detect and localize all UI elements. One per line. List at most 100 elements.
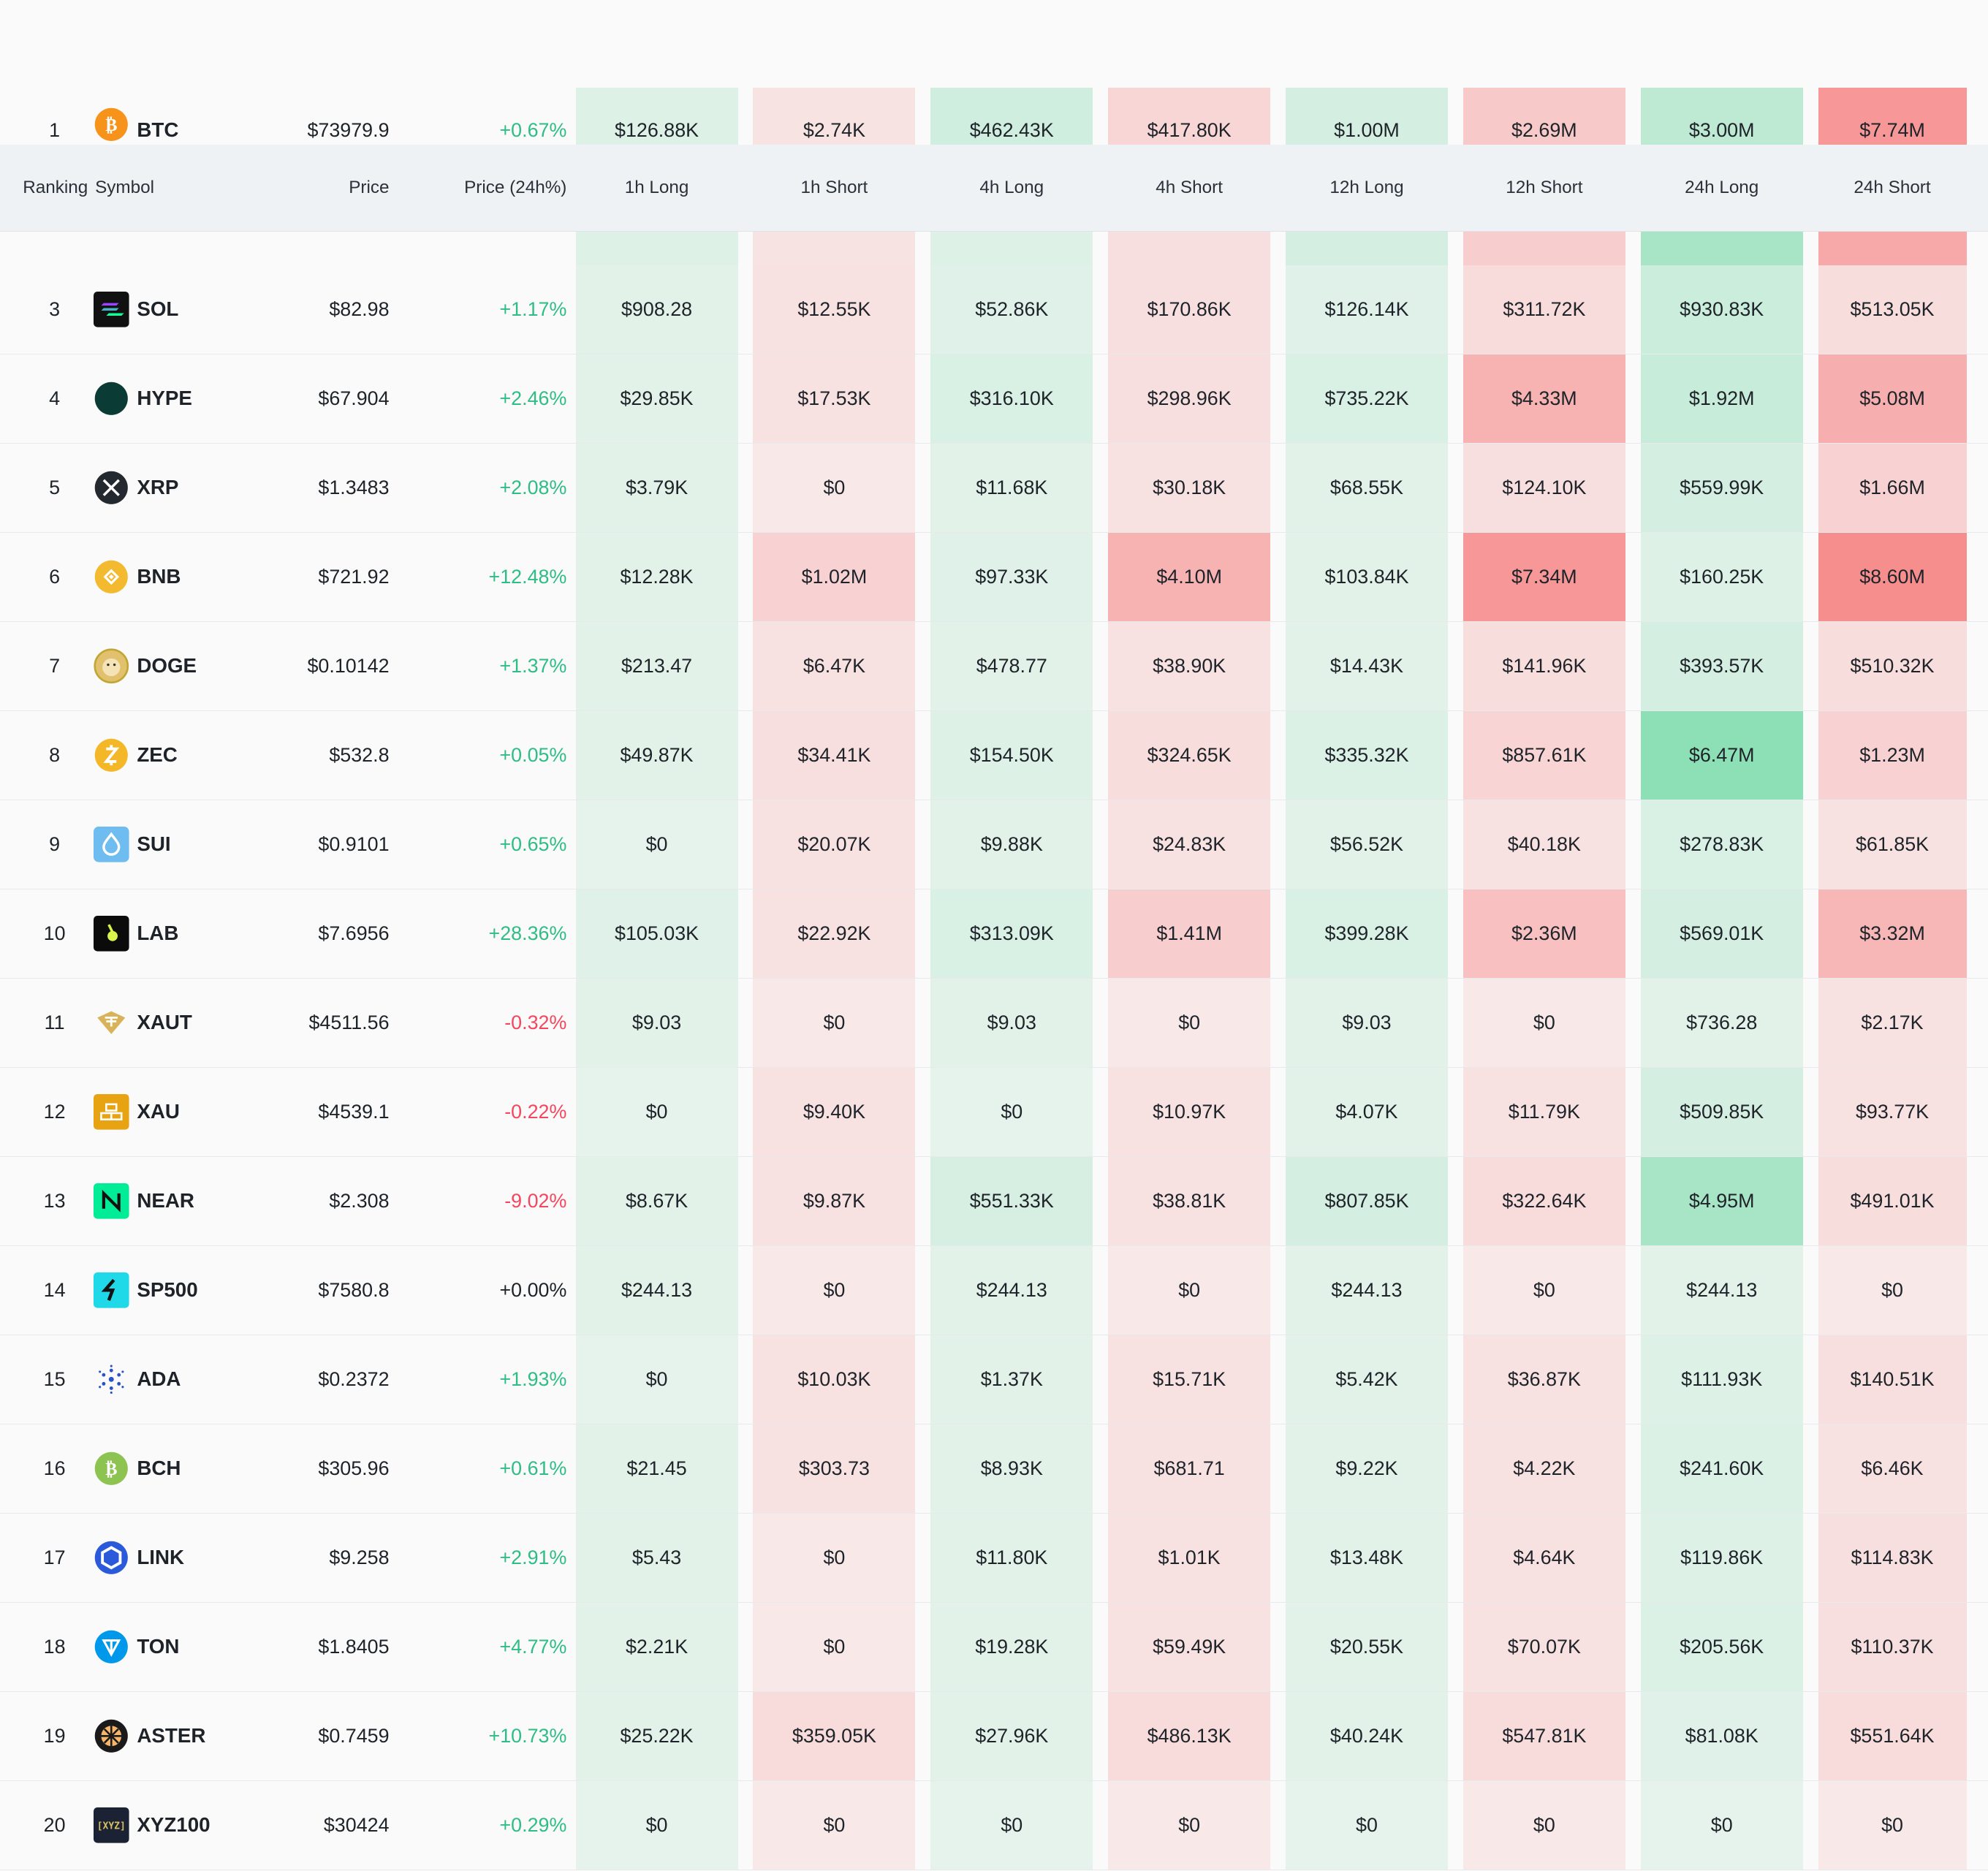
liq-24h-long-cell: $6.47M <box>1640 710 1803 800</box>
table-row[interactable]: 13 NEAR $2.308 -9.02% $8.67K $9.87K $551.33K $3… <box>0 1156 1988 1246</box>
symbol-cell[interactable]: ₿ BCH <box>94 1424 284 1513</box>
table-row[interactable]: 19 ASTER $0.7459 +10.73% $25.22K $359.05K $27.… <box>0 1691 1988 1781</box>
header-12h-long[interactable]: 12h Long <box>1329 177 1404 197</box>
liq-24h-long-cell: $81.08K <box>1640 1691 1803 1780</box>
symbol-label: SP500 <box>137 1278 198 1302</box>
symbol-cell[interactable]: SP500 <box>94 1246 284 1335</box>
table-row[interactable]: 17 LINK $9.258 +2.91% $5.43 $0 $11.80K $1.01K $1… <box>0 1513 1988 1603</box>
symbol-cell[interactable]: ADA <box>94 1335 284 1424</box>
price-change-cell: +2.08% <box>499 476 567 498</box>
liq-24h-short-cell: $510.32K <box>1818 621 1967 710</box>
liq-4h-short-cell: $0 <box>1108 978 1271 1067</box>
liq-24h-short-cell: $7.74M <box>1818 87 1967 145</box>
header-12h-short[interactable]: 12h Short <box>1506 177 1583 197</box>
liq-4h-long-cell: $0 <box>930 1067 1093 1156</box>
liq-4h-long-cell: $244.13 <box>930 1245 1093 1335</box>
header-1h-short[interactable]: 1h Short <box>800 177 868 197</box>
price-cell: $305.96 <box>318 1457 390 1479</box>
table-row[interactable]: 6 BNB $721.92 +12.48% $12.28K $1.02M $97.33K $4… <box>0 532 1988 622</box>
rank-cell: 10 <box>43 922 66 944</box>
price-cell: $7580.8 <box>318 1278 390 1301</box>
liq-4h-short-cell: $1.01K <box>1108 1513 1271 1602</box>
symbol-cell[interactable]: TON <box>94 1603 284 1691</box>
liq-12h-short-cell: $2.69M <box>1462 87 1625 145</box>
liq-1h-short-cell: $17.53K <box>753 354 916 443</box>
table-row[interactable]: 18 TON $1.8405 +4.77% $2.21K $0 $19.28K $59.49K… <box>0 1602 1988 1692</box>
symbol-cell[interactable]: SUI <box>94 800 284 889</box>
price-change-cell: +2.91% <box>499 1546 567 1568</box>
price-change-cell: +28.36% <box>488 922 567 944</box>
liq-12h-short-cell: $11.79K <box>1462 1067 1625 1156</box>
table-row[interactable]: 3 SOL $82.98 +1.17% $908.28 $12.55K $52.86K $17… <box>0 265 1988 354</box>
symbol-cell[interactable]: XAUT <box>94 979 284 1067</box>
symbol-cell[interactable]: LINK <box>94 1514 284 1602</box>
table-row[interactable]: 9 SUI $0.9101 +0.65% $0 $20.07K $9.88K $24.83K $… <box>0 800 1988 889</box>
header-symbol[interactable]: Symbol <box>95 177 155 197</box>
symbol-cell[interactable]: ₿ BTC <box>94 88 284 145</box>
xau-icon <box>94 1093 129 1130</box>
liq-12h-long-cell: $1.00M <box>1285 87 1449 145</box>
xaut-icon <box>94 1005 129 1041</box>
symbol-cell[interactable]: BNB <box>94 533 284 621</box>
table-row[interactable]: 16 ₿ BCH $305.96 +0.61% $21.45 $303.73 $8.93K $6… <box>0 1424 1988 1514</box>
symbol-cell[interactable]: ZEC <box>94 711 284 800</box>
table-row[interactable]: 12 XAU $4539.1 -0.22% $0 $9.40K $0 $10.97K $4.07… <box>0 1067 1988 1157</box>
liq-4h-long-cell: $52.86K <box>930 265 1093 354</box>
aster-icon <box>94 1718 129 1754</box>
liq-1h-short-cell: $2.74K <box>753 87 916 145</box>
liq-24h-short-cell: $93.77K <box>1818 1067 1967 1156</box>
price-cell: $4539.1 <box>318 1100 390 1123</box>
liq-4h-short-cell: $59.49K <box>1108 1602 1271 1691</box>
header-24h-short[interactable]: 24h Short <box>1854 177 1931 197</box>
header-4h-short[interactable]: 4h Short <box>1156 177 1223 197</box>
symbol-label: XRP <box>137 476 179 499</box>
liq-12h-short-cell: $857.61K <box>1462 710 1625 800</box>
liq-1h-long-cell: $0 <box>575 1335 738 1424</box>
table-row[interactable]: 7 DOGE $0.10142 +1.37% $213.47 $6.47K $478.77 $… <box>0 621 1988 711</box>
table-row[interactable]: 1 ₿ BTC $73979.9 +0.67% $126.88K $2.74K $462.43… <box>0 87 1988 145</box>
price-cell: $82.98 <box>329 297 390 320</box>
liq-24h-short-cell: $551.64K <box>1818 1691 1967 1780</box>
header-price-change[interactable]: Price (24h%) <box>464 177 567 197</box>
liq-12h-short-cell: $124.10K <box>1462 443 1625 532</box>
header-1h-long[interactable]: 1h Long <box>624 177 689 197</box>
header-4h-long[interactable]: 4h Long <box>979 177 1044 197</box>
liq-24h-short-cell: $8.60M <box>1818 532 1967 621</box>
liq-24h-short-cell: $114.83K <box>1818 1513 1967 1602</box>
symbol-cell[interactable]: HYPE <box>94 354 284 443</box>
table-row[interactable]: 11 XAUT $4511.56 -0.32% $9.03 $0 $9.03 $0 $9.03 $… <box>0 978 1988 1068</box>
table-row[interactable]: 8 ZEC $532.8 +0.05% $49.87K $34.41K $154.50K $3… <box>0 710 1988 800</box>
symbol-cell[interactable]: [XYZ] XYZ100 <box>94 1781 284 1870</box>
table-row[interactable]: 5 XRP $1.3483 +2.08% $3.79K $0 $11.68K $30.18K $… <box>0 443 1988 533</box>
table-row[interactable]: 10 LAB $7.6956 +28.36% $105.03K $22.92K $313.0… <box>0 889 1988 979</box>
header-price[interactable]: Price <box>349 177 390 197</box>
liq-24h-long-cell: $4.95M <box>1640 1156 1803 1245</box>
liq-4h-short-cell: $30.18K <box>1108 443 1271 532</box>
table-row[interactable]: 15 ADA $0.2372 +1.93% $0 $10.03K $1.37K $15.71K… <box>0 1335 1988 1424</box>
symbol-cell[interactable]: ASTER <box>94 1692 284 1780</box>
symbol-cell[interactable]: XRP <box>94 444 284 532</box>
sp500-icon <box>94 1272 129 1308</box>
symbol-cell[interactable]: NEAR <box>94 1157 284 1245</box>
symbol-cell[interactable]: LAB <box>94 889 284 978</box>
liq-24h-long-cell: $119.86K <box>1640 1513 1803 1602</box>
table-row[interactable]: 4 HYPE $67.904 +2.46% $29.85K $17.53K $316.10K… <box>0 354 1988 444</box>
symbol-label: BNB <box>137 565 181 588</box>
liq-12h-short-cell: $0 <box>1462 978 1625 1067</box>
rank-cell: 3 <box>49 297 61 320</box>
symbol-cell[interactable]: SOL <box>94 265 284 354</box>
table-row[interactable]: 14 SP500 $7580.8 +0.00% $244.13 $0 $244.13 $0 $2… <box>0 1245 1988 1335</box>
price-change-cell: -0.22% <box>504 1100 567 1123</box>
symbol-cell[interactable]: XAU <box>94 1068 284 1156</box>
header-24h-long[interactable]: 24h Long <box>1685 177 1759 197</box>
liq-1h-long-cell: $0 <box>575 800 738 889</box>
liq-12h-long-cell: $103.84K <box>1285 532 1449 621</box>
symbol-cell[interactable]: DOGE <box>94 622 284 710</box>
doge-icon <box>94 648 129 684</box>
header-ranking[interactable]: Ranking <box>23 177 88 197</box>
liq-12h-long-cell: $4.07K <box>1285 1067 1449 1156</box>
liq-1h-long-cell: $908.28 <box>575 265 738 354</box>
price-change-cell: +1.17% <box>499 297 567 320</box>
price-cell: $0.2372 <box>318 1367 390 1390</box>
table-row[interactable]: 20 [XYZ] XYZ100 $30424 +0.29% $0 $0 $0 $0 $0 $0 $0 $… <box>0 1780 1988 1870</box>
